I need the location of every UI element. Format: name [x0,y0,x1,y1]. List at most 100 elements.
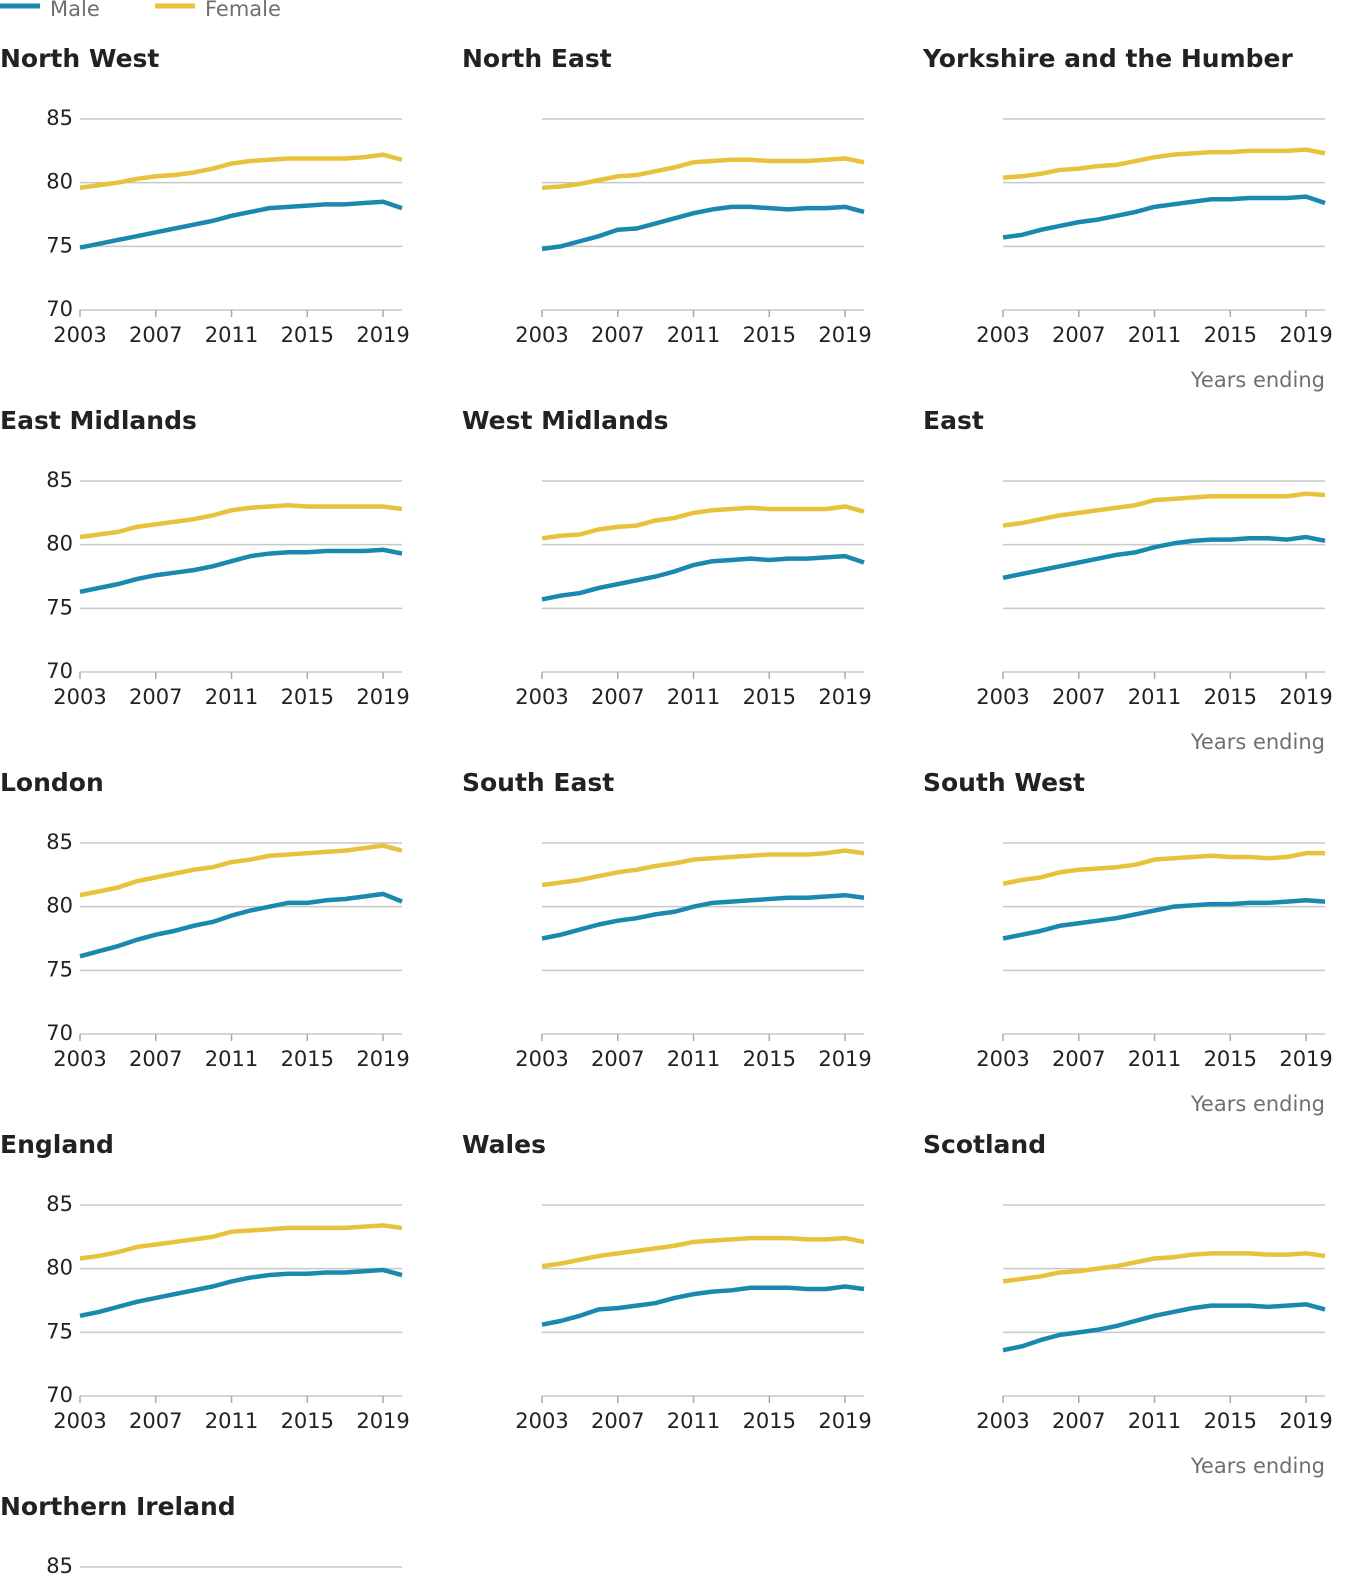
y-tick-label: 70 [46,1383,73,1407]
x-axis-label: Years ending [1190,1454,1325,1478]
panel-title: England [0,1130,114,1159]
series-line [79,891,403,959]
panel-title: Northern Ireland [0,1492,236,1521]
y-tick-label: 75 [46,1319,73,1343]
series-line [1002,850,1325,886]
x-tick-label: 2007 [591,323,644,347]
y-tick-label: 85 [46,106,73,130]
y-tick-label: 75 [46,233,73,257]
x-tick-label: 2019 [356,685,409,709]
x-tick-label: 2011 [667,1409,720,1433]
panel-title: North East [462,44,612,73]
series-line [541,848,865,888]
panel-title: South West [923,768,1085,797]
x-tick-label: 2003 [515,1047,568,1071]
x-tick-label: 2011 [1128,1409,1181,1433]
series-line [79,502,403,540]
panel-title: Wales [462,1130,546,1159]
y-tick-label: 80 [46,1256,73,1280]
y-tick-label: 85 [46,1192,73,1216]
x-tick-label: 2019 [356,323,409,347]
x-tick-label: 2015 [1204,323,1257,347]
series-line [79,152,403,190]
panel-title: North West [0,44,159,73]
panel-title: Scotland [923,1130,1046,1159]
x-tick-label: 2015 [743,1047,796,1071]
x-tick-label: 2015 [1204,685,1257,709]
series-line [1002,194,1326,240]
panel-title: South East [462,768,614,797]
x-tick-label: 2007 [129,1409,182,1433]
x-tick-label: 2007 [129,1047,182,1071]
x-tick-label: 2015 [1204,1047,1257,1071]
series-line [541,892,865,941]
x-tick-label: 2003 [976,323,1029,347]
x-tick-label: 2015 [281,685,334,709]
x-tick-label: 2019 [1279,685,1332,709]
x-axis-label: Years ending [1190,368,1325,392]
panel-title: East [923,406,984,435]
x-tick-label: 2007 [1052,685,1105,709]
series-line [541,553,865,602]
series-line [79,547,403,594]
x-tick-label: 2007 [1052,1047,1105,1071]
x-tick-label: 2007 [1052,323,1105,347]
x-tick-label: 2003 [515,323,568,347]
x-tick-label: 2007 [591,685,644,709]
x-tick-label: 2003 [976,1047,1029,1071]
series-line [1002,1302,1326,1353]
series-line [1002,1251,1326,1284]
x-tick-label: 2019 [1279,323,1332,347]
y-tick-label: 75 [46,957,73,981]
x-tick-label: 2007 [591,1047,644,1071]
series-line [541,1284,865,1327]
x-tick-label: 2015 [281,1047,334,1071]
series-line [79,199,403,250]
x-tick-label: 2003 [976,1409,1029,1433]
series-line [79,1223,403,1261]
x-tick-label: 2015 [743,1409,796,1433]
x-tick-label: 2015 [281,1409,334,1433]
series-line [541,156,865,191]
x-tick-label: 2011 [667,685,720,709]
x-tick-label: 2019 [818,1047,871,1071]
x-tick-label: 2003 [515,1409,568,1433]
panel-title: West Midlands [462,406,669,435]
series-line [1002,147,1326,180]
legend-label: Male [50,0,100,21]
x-tick-label: 2019 [818,323,871,347]
series-line [1002,898,1326,941]
x-tick-label: 2019 [818,1409,871,1433]
series-line [1002,491,1326,528]
x-tick-label: 2011 [205,1047,258,1071]
series-line [541,504,865,541]
x-axis-label: Years ending [1190,1092,1325,1116]
x-tick-label: 2007 [1052,1409,1105,1433]
panel-title: London [0,768,104,797]
x-tick-label: 2007 [129,323,182,347]
x-tick-label: 2003 [53,323,106,347]
x-tick-label: 2011 [1128,1047,1181,1071]
x-tick-label: 2003 [976,685,1029,709]
x-tick-label: 2003 [53,1047,106,1071]
x-tick-label: 2019 [1279,1409,1332,1433]
y-tick-label: 75 [46,595,73,619]
y-tick-label: 80 [46,894,73,918]
y-tick-label: 80 [46,170,73,194]
x-tick-label: 2011 [667,1047,720,1071]
y-tick-label: 70 [46,1021,73,1045]
x-tick-label: 2015 [281,323,334,347]
series-line [541,204,865,252]
series-line [79,843,403,898]
x-tick-label: 2015 [743,323,796,347]
x-tick-label: 2011 [1128,685,1181,709]
y-tick-label: 80 [46,532,73,556]
x-tick-label: 2003 [515,685,568,709]
x-tick-label: 2011 [205,1409,258,1433]
y-tick-label: 85 [46,830,73,854]
series-line [541,1235,865,1269]
x-tick-label: 2011 [205,685,258,709]
x-tick-label: 2019 [356,1409,409,1433]
x-tick-label: 2007 [591,1409,644,1433]
